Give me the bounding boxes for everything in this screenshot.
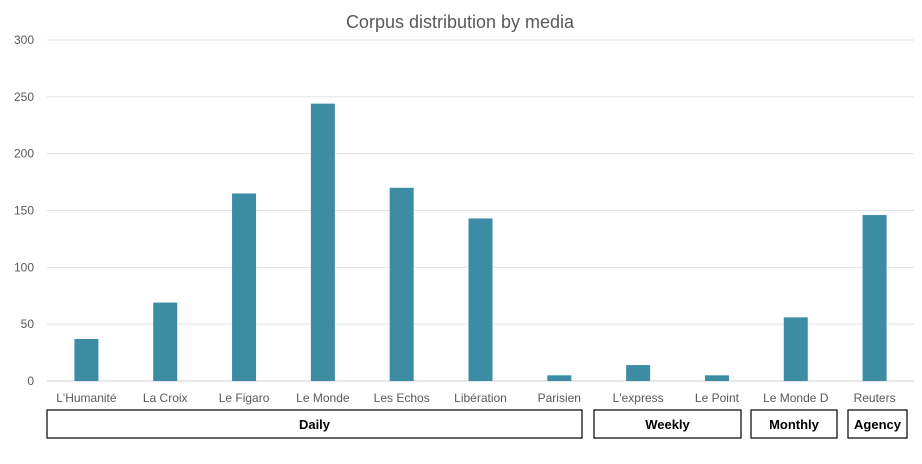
y-tick-label: 50 [21, 317, 35, 331]
bar [232, 193, 257, 381]
group-box [46, 409, 583, 439]
group-label: Monthly [769, 417, 820, 432]
bar [783, 317, 808, 381]
bar [74, 338, 99, 381]
group-box [847, 409, 908, 439]
x-tick-label: Le Point [695, 391, 740, 405]
bar [704, 375, 729, 381]
group-label: Daily [299, 417, 331, 432]
y-tick-label: 300 [14, 33, 34, 47]
bar [862, 215, 887, 381]
group-label: Agency [854, 417, 902, 432]
y-tick-label: 250 [14, 90, 34, 104]
chart-title: Corpus distribution by media [346, 12, 575, 32]
x-tick-label: La Croix [143, 391, 188, 405]
bar [626, 365, 651, 381]
y-tick-label: 100 [14, 260, 34, 274]
group-box [593, 409, 742, 439]
x-tick-label: Libération [454, 391, 507, 405]
x-tick-label: Les Echos [374, 391, 430, 405]
bar [468, 218, 493, 381]
x-tick-label: L'express [613, 391, 664, 405]
x-tick-label: Le Monde [296, 391, 350, 405]
x-tick-label: Parisien [538, 391, 581, 405]
bar [547, 375, 572, 381]
x-tick-label: L'Humanité [56, 391, 117, 405]
y-tick-label: 150 [14, 204, 34, 218]
y-tick-label: 200 [14, 147, 34, 161]
group-label: Weekly [645, 417, 690, 432]
x-tick-label: Reuters [854, 391, 896, 405]
bar [389, 187, 414, 381]
bar [310, 103, 335, 382]
bar [153, 302, 178, 381]
x-tick-label: Le Monde D [763, 391, 829, 405]
x-tick-label: Le Figaro [219, 391, 270, 405]
group-box [750, 409, 838, 439]
y-tick-label: 0 [27, 374, 34, 388]
